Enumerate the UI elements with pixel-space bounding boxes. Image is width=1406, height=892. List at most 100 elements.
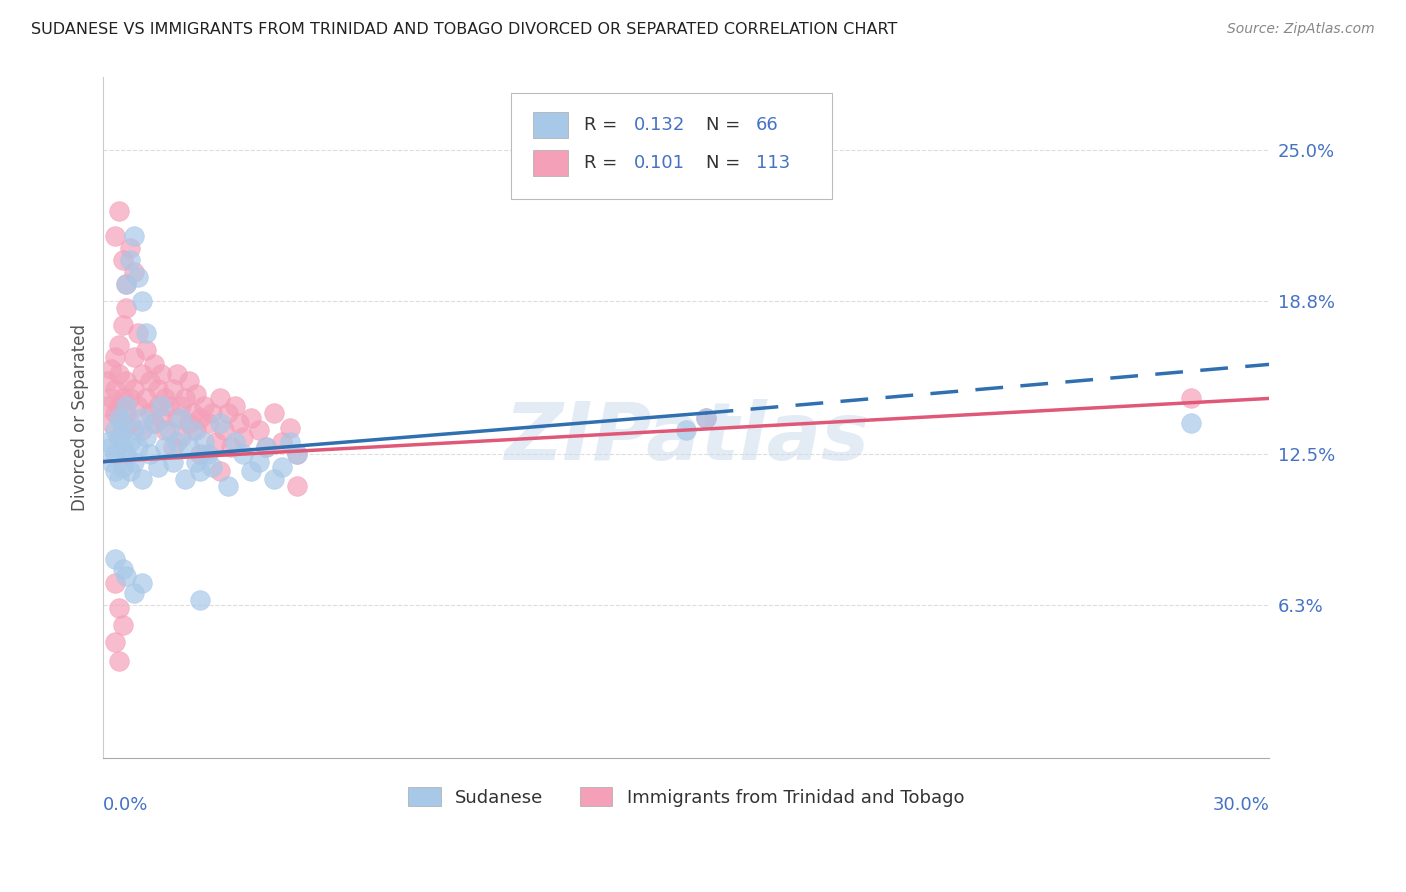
Point [170,410,193,425]
Point [131,410,153,425]
Text: ZIPatlas: ZIPatlas [503,400,869,477]
Point [122,265,145,279]
Point [127,269,149,284]
Point [120,392,142,406]
Point [157,423,180,437]
Point [100,416,122,430]
Point [139,375,162,389]
Point [104,576,127,591]
Point [193,435,215,450]
Point [254,440,277,454]
Point [150,367,173,381]
Point [155,392,177,406]
Point [155,440,177,454]
Point [139,406,162,420]
Point [115,569,138,583]
Point [100,362,122,376]
Point [177,416,200,430]
Point [111,617,134,632]
Point [120,252,142,267]
Text: Source: ZipAtlas.com: Source: ZipAtlas.com [1227,22,1375,37]
Point [173,392,195,406]
Point [104,382,127,396]
Point [122,382,145,396]
Point [197,447,219,461]
Point [188,447,211,461]
Point [150,399,173,413]
Point [131,367,153,381]
Text: 0.132: 0.132 [634,116,685,134]
Point [104,228,127,243]
Point [107,472,129,486]
Point [212,423,235,437]
Point [115,375,138,389]
Point [217,479,239,493]
Point [120,464,142,478]
Point [107,367,129,381]
Point [232,447,254,461]
Point [247,423,270,437]
Point [96,375,118,389]
Point [188,410,211,425]
Text: N =: N = [706,154,747,172]
Point [107,410,129,425]
Point [197,416,219,430]
Point [146,459,169,474]
Point [287,447,309,461]
Point [107,338,129,352]
Point [254,440,277,454]
Point [224,399,246,413]
Text: 0.0%: 0.0% [103,796,149,814]
Bar [533,112,568,138]
Point [107,600,129,615]
Point [263,406,285,420]
Point [122,350,145,364]
Point [122,228,145,243]
Point [170,430,193,444]
Point [173,472,195,486]
Point [135,326,157,340]
Point [127,399,149,413]
Text: 113: 113 [756,154,790,172]
Point [104,406,127,420]
Point [181,423,204,437]
Point [170,399,193,413]
Point [96,435,118,450]
Legend: Sudanese, Immigrants from Trinidad and Tobago: Sudanese, Immigrants from Trinidad and T… [401,780,972,814]
Point [695,410,717,425]
Point [157,399,180,413]
Point [695,410,717,425]
Point [228,416,250,430]
Point [155,423,177,437]
Point [104,552,127,566]
Point [188,464,211,478]
Text: 66: 66 [756,116,779,134]
Point [135,392,157,406]
Point [162,440,184,454]
Point [115,399,138,413]
Point [146,382,169,396]
Point [120,416,142,430]
Text: R =: R = [583,116,623,134]
Point [146,399,169,413]
Point [287,479,309,493]
Point [142,416,165,430]
Point [131,294,153,309]
Point [120,435,142,450]
Y-axis label: Divorced or Separated: Divorced or Separated [72,325,89,511]
Point [239,464,262,478]
Point [278,435,301,450]
Point [188,593,211,607]
Point [122,455,145,469]
Point [127,440,149,454]
Point [675,423,697,437]
Point [111,252,134,267]
Point [104,634,127,648]
Point [177,440,200,454]
Point [224,435,246,450]
Point [104,447,127,461]
Point [120,241,142,255]
Point [208,392,231,406]
Point [100,440,122,454]
Point [278,420,301,434]
